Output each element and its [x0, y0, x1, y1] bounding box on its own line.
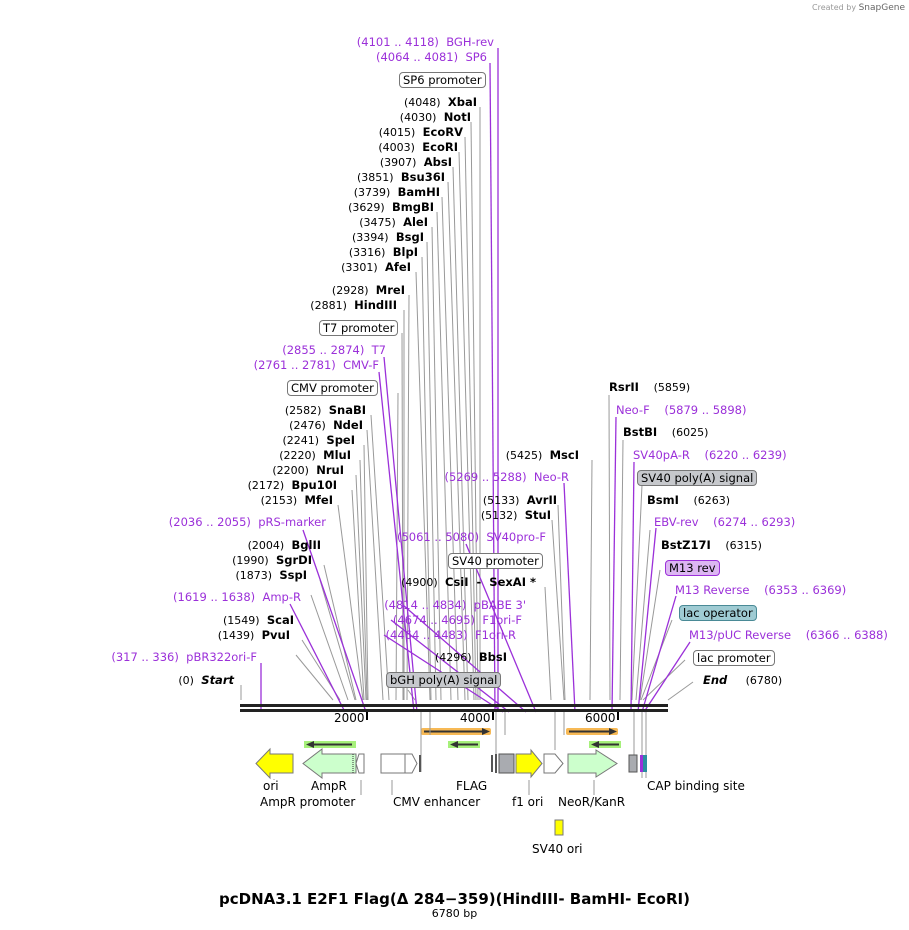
enzyme-label-blpi[interactable]: (3316) BlpI [348, 245, 418, 259]
primer-label-pbr322ori-f[interactable]: (317 .. 336) pBR322ori-F [111, 650, 257, 664]
feature-box-sv40-polya-signal[interactable]: SV40 poly(A) signal [637, 470, 758, 486]
primer-label-sp6[interactable]: (4064 .. 4081) SP6 [375, 50, 487, 64]
enzyme-label-rsrii[interactable]: RsrII (5859) [609, 380, 691, 394]
enzyme-label-scai[interactable]: (1549) ScaI [222, 613, 294, 627]
enzyme-label-bglii[interactable]: (2004) BglII [247, 538, 321, 552]
enzyme-label-bstbi[interactable]: BstBI (6025) [623, 425, 709, 439]
feature-box-sp6-promoter[interactable]: SP6 promoter [399, 72, 486, 88]
enzyme-label-ecorv[interactable]: (4015) EcoRV [378, 125, 463, 139]
primer-label-sv40pa-r[interactable]: SV40pA-R (6220 .. 6239) [633, 448, 787, 462]
snapgene-logo: SnapGene [858, 3, 905, 13]
primer-leader-lines [260, 48, 691, 713]
sequence-length: 6780 bp [431, 907, 478, 920]
feature-box-bgh-polya-signal[interactable]: bGH poly(A) signal [386, 672, 502, 688]
enzyme-leader-lines [240, 107, 694, 701]
enzyme-label-bsu36i[interactable]: (3851) Bsu36I [357, 170, 445, 184]
feature-box-t7-promoter[interactable]: T7 promoter [319, 320, 399, 336]
feature-box-sv40-promoter[interactable]: SV40 promoter [448, 553, 543, 569]
enzyme-label-csii-sexai[interactable]: (4900) CsiI - SexAI * [401, 575, 536, 589]
primer-label-bgh-rev[interactable]: (4101 .. 4118) BGH-rev [356, 35, 494, 49]
primer-label-t7[interactable]: (2855 .. 2874) T7 [282, 343, 386, 357]
enzyme-label-mrei[interactable]: (2928) MreI [331, 283, 405, 297]
snapgene-credit: Created by SnapGene [812, 3, 905, 13]
enzyme-label-bstz17i[interactable]: BstZ17I (6315) [661, 538, 762, 552]
enzyme-label-absi[interactable]: (3907) AbsI [379, 155, 452, 169]
enzyme-label-bsgi[interactable]: (3394) BsgI [351, 230, 424, 244]
feature-label-neor-kanr[interactable]: NeoR/KanR [558, 795, 626, 809]
enzyme-label-spei[interactable]: (2241) SpeI [282, 433, 355, 447]
feature-label-cmv-enhancer[interactable]: CMV enhancer [393, 795, 481, 809]
primer-label-f1ori-r[interactable]: (4464 .. 4483) F1ori-R [385, 628, 516, 642]
feature-label-ampr[interactable]: AmpR [311, 779, 347, 793]
primer-label-m13-puc-reverse[interactable]: M13/pUC Reverse (6366 .. 6388) [689, 628, 888, 642]
feature-box-lac-promoter[interactable]: lac promoter [693, 650, 775, 666]
enzyme-label-afei[interactable]: (3301) AfeI [341, 260, 411, 274]
enzyme-label-avrii[interactable]: (5133) AvrII [482, 493, 557, 507]
primer-label-neo-r[interactable]: (5269 .. 5288) Neo-R [444, 470, 569, 484]
primer-label-ebv-rev[interactable]: EBV-rev (6274 .. 6293) [654, 515, 796, 529]
enzyme-label-alei[interactable]: (3475) AleI [359, 215, 428, 229]
primer-label-sv40pro-f[interactable]: (5061 .. 5080) SV40pro-F [396, 530, 546, 544]
primer-label-pbabe-3[interactable]: (4814 .. 4834) pBABE 3' [384, 598, 526, 612]
enzyme-label-mfei[interactable]: (2153) MfeI [260, 493, 333, 507]
map-title: pcDNA3.1 E2F1 Flag(Δ 284−359)(HindIII- B… [219, 890, 690, 908]
enzyme-label-sgrdi[interactable]: (1990) SgrDI [232, 553, 312, 567]
primer-label-amp-r[interactable]: (1619 .. 1638) Amp-R [173, 590, 301, 604]
primer-label-f1ori-f[interactable]: (4674 .. 4695) F1ori-F [392, 613, 522, 627]
enzyme-label-nrui[interactable]: (2200) NruI [272, 463, 344, 477]
backbone-bottom-strand [240, 709, 668, 712]
enzyme-label-xbai[interactable]: (4048) XbaI [403, 95, 477, 109]
feature-label-ampr-promoter[interactable]: AmpR promoter [260, 795, 356, 809]
enzyme-label-ndei[interactable]: (2476) NdeI [289, 418, 363, 432]
enzyme-label-msci[interactable]: (5425) MscI [505, 448, 579, 462]
axis-tick-label-4000: 4000 [460, 711, 491, 725]
axis-tick-label-2000: 2000 [334, 711, 365, 725]
feature-label-flag[interactable]: FLAG [456, 779, 488, 793]
enzyme-label-noti[interactable]: (4030) NotI [399, 110, 471, 124]
orf-arrows [304, 728, 621, 748]
enzyme-label-bsmi[interactable]: BsmI (6263) [647, 493, 731, 507]
backbone-top-strand [240, 704, 668, 707]
axis-tick-label-6000: 6000 [585, 711, 616, 725]
enzyme-label-pvui[interactable]: (1439) PvuI [217, 628, 290, 642]
tick-2000 [366, 712, 368, 720]
feature-track [255, 747, 647, 836]
enzyme-label-sspi[interactable]: (1873) SspI [235, 568, 307, 582]
feature-label-sv40-ori[interactable]: SV40 ori [532, 842, 583, 856]
feature-label-f1-ori[interactable]: f1 ori [512, 795, 544, 809]
primer-label-m13-reverse[interactable]: M13 Reverse (6353 .. 6369) [675, 583, 847, 597]
feature-label-ori[interactable]: ori [263, 779, 279, 793]
feature-box-lac-operator[interactable]: lac operator [679, 605, 757, 621]
tick-6000 [617, 712, 619, 720]
primer-label-cmv-f[interactable]: (2761 .. 2781) CMV-F [253, 358, 379, 372]
feature-box-cmv-promoter[interactable]: CMV promoter [287, 380, 378, 396]
credit-prefix: Created by [812, 3, 857, 12]
feature-label-leaders [273, 779, 595, 795]
enzyme-label-bpu10i[interactable]: (2172) Bpu10I [247, 478, 337, 492]
enzyme-label-ecori[interactable]: (4003) EcoRI [378, 140, 458, 154]
end-label: End (6780) [703, 673, 783, 687]
feature-label-cap-binding-site[interactable]: CAP binding site [647, 779, 745, 793]
feature-box-m13-rev[interactable]: M13 rev [665, 560, 720, 576]
start-label: (0) Start [178, 673, 234, 687]
primer-label-neo-f[interactable]: Neo-F (5879 .. 5898) [616, 403, 747, 417]
enzyme-label-snabi[interactable]: (2582) SnaBI [284, 403, 366, 417]
primer-label-prs-marker[interactable]: (2036 .. 2055) pRS-marker [168, 515, 326, 529]
tick-4000 [492, 712, 494, 720]
enzyme-label-mlui[interactable]: (2220) MluI [279, 448, 351, 462]
enzyme-label-bbsi[interactable]: (4296) BbsI [434, 650, 507, 664]
enzyme-label-bmgbi[interactable]: (3629) BmgBI [348, 200, 434, 214]
enzyme-label-bamhi[interactable]: (3739) BamHI [353, 185, 440, 199]
enzyme-label-stui[interactable]: (5132) StuI [480, 508, 551, 522]
enzyme-label-hindiii[interactable]: (2881) HindIII [310, 298, 397, 312]
